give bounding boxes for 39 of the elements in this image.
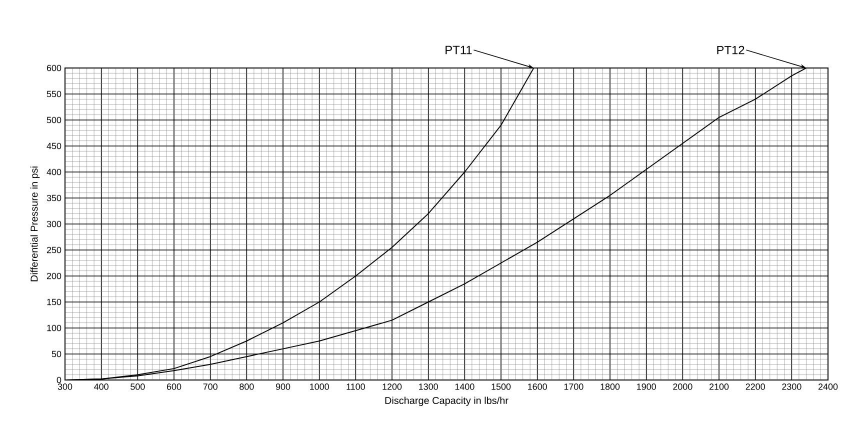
x-tick-label: 400 — [94, 384, 108, 390]
x-tick-label: 1100 — [346, 384, 365, 390]
y-tick-label: 50 — [52, 350, 62, 358]
y-tick-label: 0 — [56, 376, 62, 384]
x-tick-label: 900 — [276, 384, 290, 390]
y-tick-label: 150 — [47, 298, 62, 306]
x-tick-label: 1400 — [455, 384, 474, 390]
x-tick-label: 2300 — [782, 384, 802, 390]
y-tick-label: 250 — [46, 246, 62, 254]
text: PT11 — [446, 46, 472, 54]
y-tick-label: 450 — [46, 142, 62, 150]
x-tick-label: 700 — [203, 384, 218, 390]
x-tick-label: 1800 — [600, 384, 620, 390]
y-tick-label: 100 — [47, 324, 62, 332]
y-tick-label: 350 — [46, 194, 62, 202]
y-tick-label: 200 — [46, 272, 62, 280]
x-tick-label: 1600 — [528, 384, 547, 390]
x-tick-label: 1300 — [419, 384, 438, 390]
y-tick-label: 400 — [46, 168, 62, 176]
y-tick-label: 600 — [46, 64, 62, 72]
x-tick-label: 2100 — [709, 384, 729, 390]
x-tick-label: 500 — [130, 384, 145, 390]
text: PT12 — [717, 46, 744, 54]
x-tick-label: 600 — [166, 384, 182, 390]
x-tick-label: 1200 — [382, 384, 402, 390]
y-tick-label: 500 — [46, 116, 62, 124]
x-tick-label: 2400 — [818, 384, 838, 390]
x-tick-label: 1500 — [492, 384, 511, 390]
x-tick-label: 1900 — [637, 384, 656, 390]
x-tick-label: 1700 — [564, 384, 584, 390]
x-axis-title: Discharge Capacity in lbs/hr — [385, 396, 508, 406]
x-tick-label: 800 — [240, 384, 254, 390]
y-tick-label: 550 — [46, 90, 62, 98]
x-tick-label: 1000 — [310, 384, 329, 390]
x-tick-label: 2000 — [673, 384, 692, 390]
y-axis-title: Differential Pressure in psi — [30, 166, 40, 282]
x-tick-label: 300 — [58, 384, 72, 390]
y-tick-label: 300 — [46, 220, 62, 228]
x-tick-label: 2200 — [746, 384, 765, 390]
